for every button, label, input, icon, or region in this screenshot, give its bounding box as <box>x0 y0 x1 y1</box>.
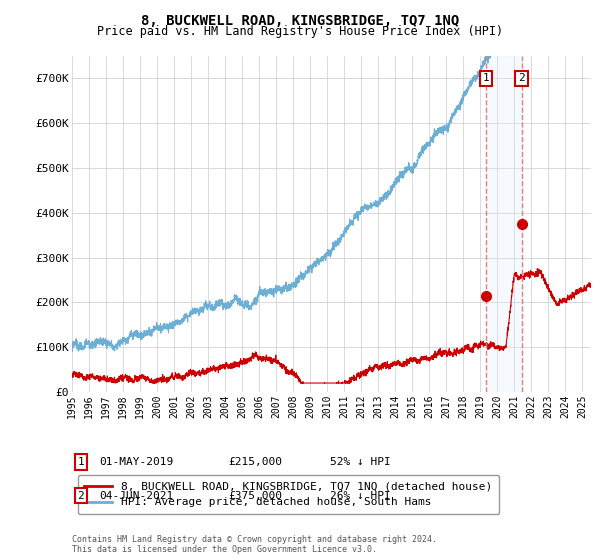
Text: 8, BUCKWELL ROAD, KINGSBRIDGE, TQ7 1NQ: 8, BUCKWELL ROAD, KINGSBRIDGE, TQ7 1NQ <box>141 14 459 28</box>
Text: 01-MAY-2019: 01-MAY-2019 <box>99 457 173 467</box>
Legend: 8, BUCKWELL ROAD, KINGSBRIDGE, TQ7 1NQ (detached house), HPI: Average price, det: 8, BUCKWELL ROAD, KINGSBRIDGE, TQ7 1NQ (… <box>77 475 499 514</box>
Text: 52% ↓ HPI: 52% ↓ HPI <box>330 457 391 467</box>
Text: 26% ↓ HPI: 26% ↓ HPI <box>330 491 391 501</box>
Text: 2: 2 <box>518 73 525 83</box>
Text: Price paid vs. HM Land Registry's House Price Index (HPI): Price paid vs. HM Land Registry's House … <box>97 25 503 38</box>
Text: 1: 1 <box>77 457 85 467</box>
Text: 04-JUN-2021: 04-JUN-2021 <box>99 491 173 501</box>
Text: £215,000: £215,000 <box>228 457 282 467</box>
Text: 2: 2 <box>77 491 85 501</box>
Text: 1: 1 <box>482 73 490 83</box>
Text: £375,000: £375,000 <box>228 491 282 501</box>
Text: Contains HM Land Registry data © Crown copyright and database right 2024.
This d: Contains HM Land Registry data © Crown c… <box>72 535 437 554</box>
Bar <box>486 56 521 392</box>
